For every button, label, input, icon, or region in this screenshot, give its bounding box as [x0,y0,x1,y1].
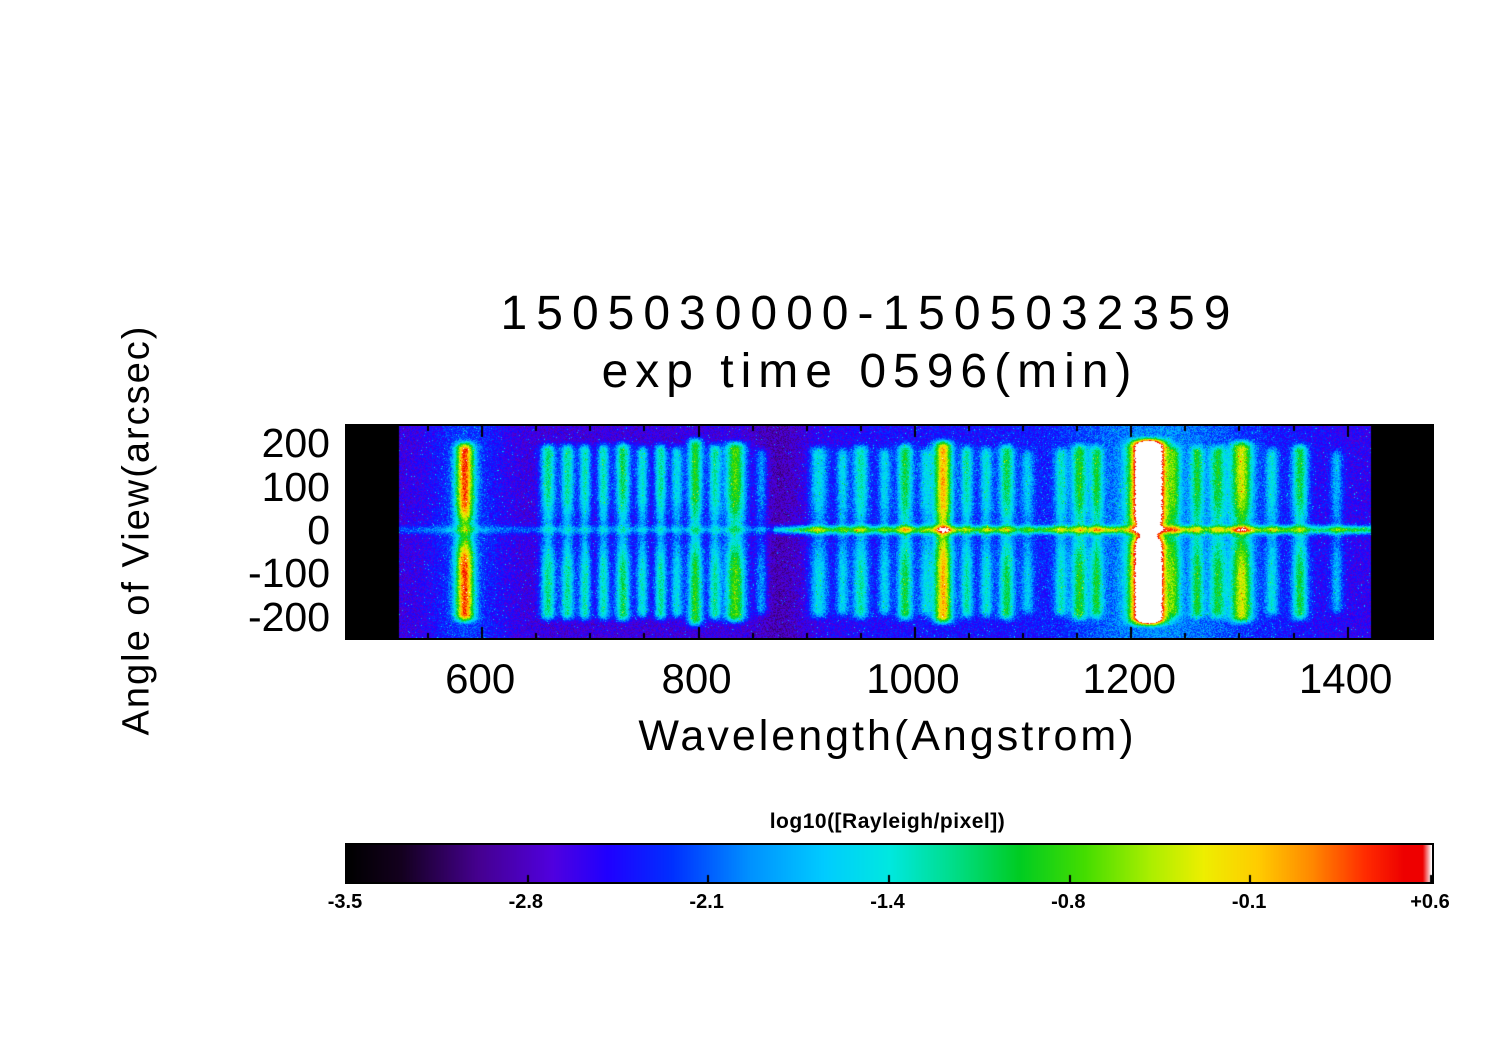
colorbar-tick-label: -0.8 [1051,891,1086,913]
colorbar-gradient [347,845,1432,882]
colorbar-tick-label: -2.8 [508,891,544,913]
plot-area [345,424,1434,640]
spectrogram-heatmap [347,426,1432,638]
x-axis-label: Wavelength(Angstrom) [638,712,1137,760]
plot-title-line2: exp time 0596(min) [601,345,1139,398]
plot-title-line1: 1505030000-1505032359 [500,287,1240,340]
colorbar-tick-label: -2.1 [689,891,724,913]
x-tick-label: 1000 [866,655,960,702]
x-tick-label: 600 [445,655,516,702]
y-tick-label: 100 [261,463,330,510]
colorbar-title: log10([Rayleigh/pixel]) [769,810,1006,833]
x-tick-label: 1400 [1298,655,1393,702]
x-tick-label: 800 [661,655,732,702]
colorbar [345,843,1434,884]
x-tick-label: 1200 [1082,655,1176,702]
colorbar-tick-label: -1.4 [870,891,905,913]
y-tick-label: -100 [247,550,330,597]
y-tick-label: 0 [307,507,330,553]
colorbar-tick-label: -0.1 [1231,891,1267,913]
colorbar-tick-label: -3.5 [327,891,363,913]
colorbar-tick-label: +0.6 [1410,891,1450,913]
y-tick-label: 200 [261,420,330,467]
y-tick-label: -200 [247,593,330,640]
